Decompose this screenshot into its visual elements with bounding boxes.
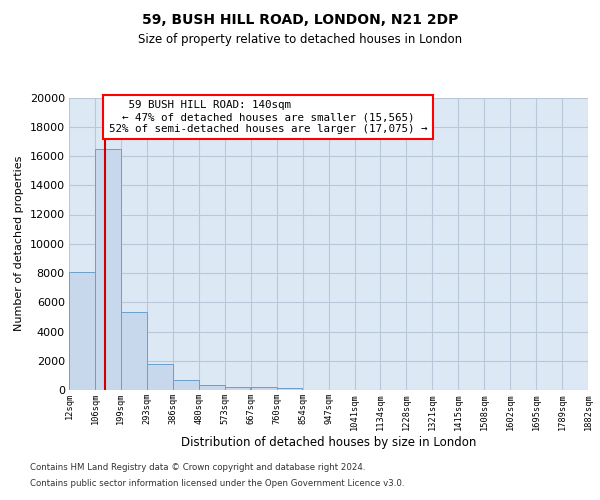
Bar bbox=[277, 388, 302, 390]
Bar bbox=[173, 380, 199, 390]
Bar bbox=[69, 272, 95, 390]
Text: 59, BUSH HILL ROAD, LONDON, N21 2DP: 59, BUSH HILL ROAD, LONDON, N21 2DP bbox=[142, 12, 458, 26]
Y-axis label: Number of detached properties: Number of detached properties bbox=[14, 156, 24, 332]
Bar bbox=[199, 385, 224, 390]
Text: Contains public sector information licensed under the Open Government Licence v3: Contains public sector information licen… bbox=[30, 478, 404, 488]
Bar bbox=[147, 364, 173, 390]
Bar bbox=[95, 148, 121, 390]
Bar bbox=[121, 312, 146, 390]
X-axis label: Distribution of detached houses by size in London: Distribution of detached houses by size … bbox=[181, 436, 476, 450]
Bar bbox=[251, 388, 277, 390]
Text: Contains HM Land Registry data © Crown copyright and database right 2024.: Contains HM Land Registry data © Crown c… bbox=[30, 464, 365, 472]
Text: Size of property relative to detached houses in London: Size of property relative to detached ho… bbox=[138, 32, 462, 46]
Bar bbox=[225, 387, 250, 390]
Text: 59 BUSH HILL ROAD: 140sqm
  ← 47% of detached houses are smaller (15,565)
52% of: 59 BUSH HILL ROAD: 140sqm ← 47% of detac… bbox=[109, 100, 427, 134]
